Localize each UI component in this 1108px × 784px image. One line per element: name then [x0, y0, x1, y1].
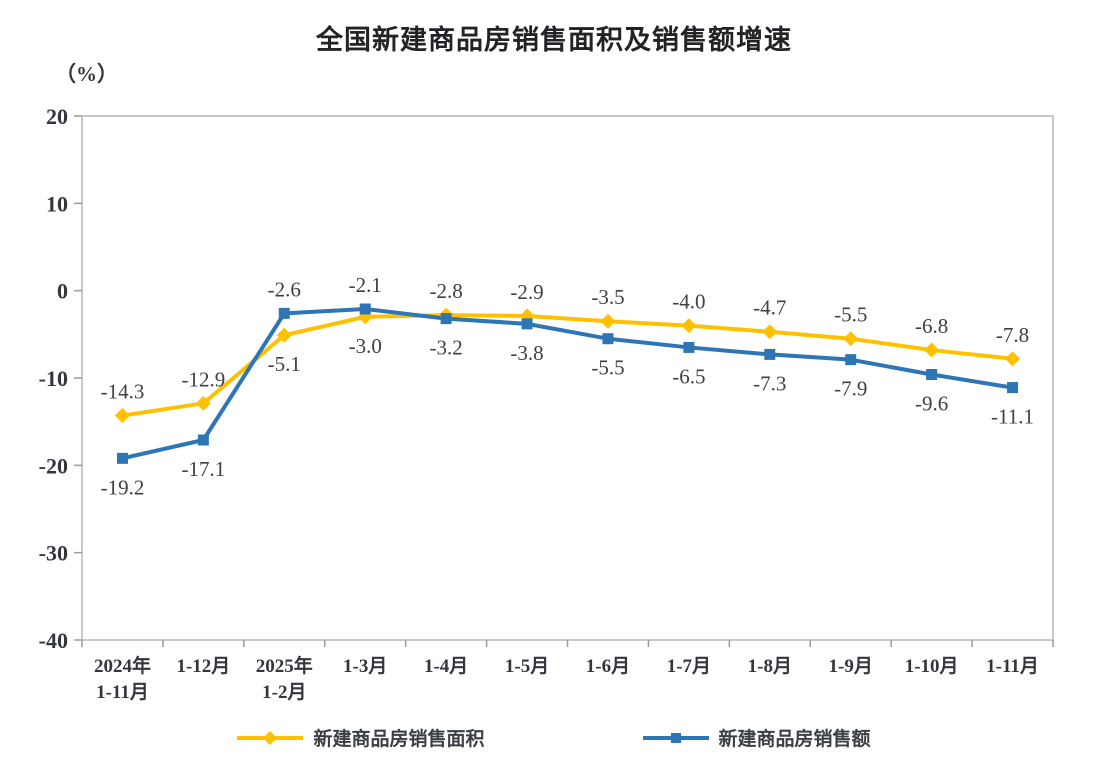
data-label: -2.6	[268, 277, 301, 301]
legend-label-sales-area: 新建商品房销售面积	[313, 729, 485, 750]
data-label: -3.2	[430, 336, 463, 360]
y-axis-unit-label: （%）	[55, 62, 118, 86]
data-label: -19.2	[101, 475, 145, 499]
y-axis-tick-label: 20	[46, 104, 68, 129]
x-axis-tick-label: 1-4月	[424, 656, 468, 677]
diamond-marker-icon	[195, 395, 211, 411]
diamond-marker-icon	[762, 324, 778, 340]
square-marker-icon	[359, 303, 371, 315]
data-label: -2.9	[510, 280, 543, 304]
series-line-1	[120, 307, 1015, 461]
legend-swatch-sales-amount	[642, 731, 709, 745]
chart-legend: 新建商品房销售面积 新建商品房销售额	[0, 724, 1108, 751]
square-marker-icon	[845, 354, 857, 366]
plot-border	[81, 115, 1054, 641]
data-label: -3.8	[510, 341, 543, 365]
y-axis-tick-label: 10	[46, 191, 68, 216]
x-axis-tick-label: 1-6月	[586, 656, 630, 677]
data-label: -3.5	[591, 285, 624, 309]
diamond-marker-icon	[681, 318, 697, 334]
x-axis-tick-label: 1-11月	[96, 682, 149, 703]
square-marker-icon	[116, 452, 128, 464]
y-axis-tick-label: -30	[39, 541, 68, 566]
x-axis-tick-label: 1-5月	[505, 656, 549, 677]
data-label: -4.0	[672, 290, 705, 314]
square-marker-icon	[926, 369, 938, 381]
square-marker-icon	[197, 434, 209, 446]
data-label: -9.6	[915, 392, 948, 416]
diamond-marker-icon	[263, 730, 278, 745]
data-label: -11.1	[991, 405, 1034, 429]
square-marker-icon	[764, 348, 776, 360]
data-label: -5.5	[591, 356, 624, 380]
x-axis-tick-label: 1-11月	[986, 656, 1039, 677]
diamond-marker-icon	[276, 327, 292, 343]
data-label: -3.0	[349, 334, 382, 358]
data-label: -5.1	[268, 352, 301, 376]
legend-swatch-sales-area	[237, 730, 304, 745]
data-label: -17.1	[182, 457, 226, 481]
x-axis-tick-label: 1-3月	[343, 656, 387, 677]
y-axis-tick-label: -20	[39, 453, 68, 478]
data-label: -4.7	[753, 296, 786, 320]
chart-title: 全国新建商品房销售面积及销售额增速	[316, 25, 792, 55]
legend-label-sales-amount: 新建商品房销售额	[718, 729, 871, 750]
square-marker-icon	[670, 732, 681, 743]
y-axis-tick-label: 0	[57, 279, 68, 304]
data-label: -14.3	[101, 380, 145, 404]
data-label: -7.9	[834, 377, 867, 401]
diamond-marker-icon	[600, 313, 616, 329]
data-label: -7.8	[996, 323, 1029, 347]
data-label: -6.8	[915, 314, 948, 338]
diamond-marker-icon	[114, 408, 130, 424]
data-label: -6.5	[672, 364, 705, 388]
data-label: -5.5	[834, 303, 867, 327]
x-axis-tick-label: 2025年	[256, 654, 313, 677]
square-marker-icon	[440, 313, 452, 325]
y-axis-tick-label: -10	[39, 366, 68, 391]
square-marker-icon	[602, 333, 614, 345]
square-marker-icon	[683, 341, 695, 353]
diamond-marker-icon	[1005, 351, 1021, 367]
y-axis-tick-label: -40	[39, 628, 68, 653]
x-axis-tick-label: 2024年	[94, 654, 151, 677]
square-marker-icon	[521, 318, 533, 330]
data-label: -7.3	[753, 371, 786, 395]
diamond-marker-icon	[843, 331, 859, 347]
data-label: -2.8	[430, 279, 463, 303]
x-axis-tick-label: 1-10月	[905, 656, 959, 677]
data-label: -2.1	[349, 273, 382, 297]
x-axis-tick-label: 1-9月	[829, 656, 873, 677]
legend-entry-sales-amount: 新建商品房销售额	[642, 724, 871, 751]
x-axis-tick-label: 1-7月	[667, 656, 711, 677]
x-axis-tick-label: 1-2月	[262, 682, 306, 703]
square-marker-icon	[1007, 382, 1019, 394]
square-marker-icon	[278, 307, 290, 319]
series-line-0	[120, 313, 1015, 418]
x-axis-tick-label: 1-12月	[176, 656, 230, 677]
data-label: -12.9	[182, 367, 226, 391]
diamond-marker-icon	[924, 342, 940, 358]
x-axis-tick-label: 1-8月	[748, 656, 792, 677]
legend-entry-sales-area: 新建商品房销售面积	[237, 724, 485, 751]
